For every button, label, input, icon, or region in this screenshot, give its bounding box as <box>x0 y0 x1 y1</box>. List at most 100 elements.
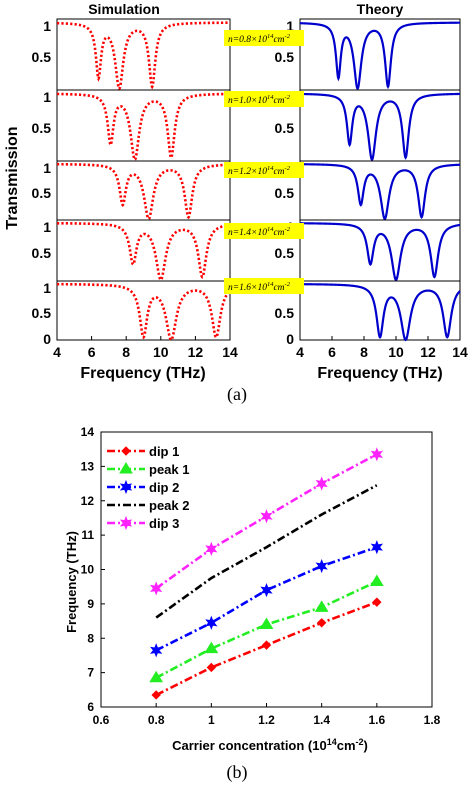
series-marker-dip-3 <box>205 541 218 556</box>
sim-ytick-label: 0.5 <box>32 305 52 321</box>
panel-b: 0.6 0.8 1 1.2 1.4 1.6 1.8 6 7 8 9 10 11 12 13 14 dip 1 pe… <box>81 425 441 727</box>
concentration-label-bg <box>224 91 304 107</box>
series-marker-peak-1 <box>259 617 274 629</box>
plot-b-xtick-label: 1.2 <box>258 713 275 727</box>
legend-label-peak-2: peak 2 <box>149 498 189 513</box>
concentration-label-unit: cm <box>273 96 284 106</box>
sim-spectrum-line <box>57 221 231 282</box>
sim-ytick-label: 1 <box>43 18 51 34</box>
theory-title: Theory <box>357 1 404 17</box>
plot-b-xtick-label: 1 <box>208 713 215 727</box>
series-line-peak-2 <box>155 484 378 619</box>
concentration-label-bg <box>224 162 304 178</box>
plot-b-xtick-label: 1.4 <box>313 713 330 727</box>
legend-marker-dip-2 <box>119 479 133 495</box>
plot-b-ytick-label: 7 <box>87 666 94 680</box>
theory-xtick-label: 12 <box>420 344 436 360</box>
series-marker-peak-1 <box>314 600 329 612</box>
sim-xtick-label: 8 <box>122 344 130 360</box>
series-marker-dip-2 <box>205 615 218 630</box>
plot-b-ytick-label: 9 <box>87 597 94 611</box>
legend-label-dip-2: dip 2 <box>149 480 179 495</box>
sim-ytick-label: 1 <box>43 89 51 105</box>
sim-spectrum-line <box>57 92 230 162</box>
transmission-ylabel: Transmission <box>4 126 21 229</box>
sim-xtick-label: 4 <box>53 344 61 360</box>
series-marker-dip-1 <box>316 618 327 628</box>
plot-b-ytick-label: 11 <box>81 528 94 542</box>
theory-subplot-frame <box>299 89 461 162</box>
theory-xtick-label: 10 <box>388 344 404 360</box>
series-marker-peak-1 <box>149 670 164 683</box>
concentration-label-unit-exp: -2 <box>285 94 291 101</box>
xlabel-sup-1: 14 <box>327 737 337 747</box>
concentration-label: n=1.6×1014cm-2 <box>228 281 291 293</box>
concentration-label-exp: 14 <box>267 226 274 233</box>
series-marker-dip-2 <box>315 558 328 574</box>
concentration-label-bg <box>224 278 304 294</box>
series-marker-dip-2 <box>260 583 273 598</box>
sim-ytick-label: 1 <box>43 219 51 235</box>
concentration-label-unit: cm <box>273 283 284 293</box>
xlabel-part-1: Carrier concentration (10 <box>172 738 327 753</box>
concentration-label-base: n=1.2×10 <box>228 167 267 177</box>
series-marker-peak-1 <box>369 574 384 587</box>
concentration-label-unit-exp: -2 <box>285 226 291 233</box>
theory-spectrum-line <box>300 222 461 282</box>
concentration-label-exp: 14 <box>267 33 274 40</box>
plot-b-xtick-label: 0.6 <box>93 713 110 727</box>
concentration-label-exp: 14 <box>267 94 274 101</box>
theory-ytick-label: 0.5 <box>275 49 295 65</box>
legend-label-dip-3: dip 3 <box>149 516 179 531</box>
theory-xtick-label: 14 <box>452 344 468 360</box>
series-marker-dip-1 <box>151 690 161 700</box>
concentration-label-base: n=1.4×10 <box>228 228 267 238</box>
sim-xtick-label: 14 <box>222 344 238 360</box>
plot-b-ytick-label: 6 <box>87 700 94 714</box>
carrier-xlabel: Carrier concentration (1014cm-2) <box>172 737 368 753</box>
sim-ytick-label: 1 <box>43 280 51 296</box>
series-marker-dip-3 <box>370 447 383 462</box>
plot-b-ytick-label: 8 <box>87 631 94 645</box>
concentration-label: n=1.2×1014cm-2 <box>228 165 291 177</box>
sim-xtick-label: 10 <box>153 344 169 360</box>
theory-ytick-label: 1 <box>286 18 294 34</box>
series-marker-dip-1 <box>206 662 217 673</box>
concentration-label-unit-exp: -2 <box>285 281 291 288</box>
sim-xtick-label: 6 <box>88 344 96 360</box>
concentration-label-unit: cm <box>273 167 284 177</box>
panel-a: 10.510.510.510.510.5046810121410.510.510… <box>32 18 468 360</box>
legend-marker-dip-3 <box>119 515 133 531</box>
series-marker-dip-3 <box>260 509 273 524</box>
plot-b-xtick-label: 1.8 <box>424 713 441 727</box>
sim-subplot-frame <box>56 89 231 162</box>
sim-ytick-label: 0 <box>43 331 51 347</box>
concentration-label-base: n=1.6×10 <box>228 283 267 293</box>
sim-spectrum-line <box>57 162 231 221</box>
series-marker-peak-1 <box>204 641 219 654</box>
concentration-label-exp: 14 <box>267 281 274 288</box>
concentration-label-unit-exp: -2 <box>285 33 291 40</box>
theory-xtick-label: 6 <box>328 344 336 360</box>
xlabel-sup-2: -2 <box>356 737 364 747</box>
concentration-label-base: n=0.8×10 <box>228 35 267 45</box>
plot-b-ytick-label: 14 <box>81 425 95 439</box>
series-marker-dip-3 <box>315 476 328 491</box>
concentration-label-base: n=1.0×10 <box>228 96 267 106</box>
concentration-label: n=0.8×1014cm-2 <box>228 33 291 45</box>
theory-ytick-label: 0 <box>286 331 294 347</box>
theory-spectrum-line <box>300 283 461 342</box>
sim-spectrum-line <box>56 21 230 91</box>
sim-xtick-label: 12 <box>188 344 204 360</box>
xlabel-part-3: ) <box>364 738 368 753</box>
sim-spectrum-line <box>57 282 231 342</box>
concentration-label-bg <box>224 30 304 46</box>
theory-xlabel: Frequency (THz) <box>317 365 442 382</box>
plot-b-ytick-label: 10 <box>81 563 95 577</box>
legend-label-dip-1: dip 1 <box>149 444 179 459</box>
plot-b-xtick-label: 1.6 <box>368 713 385 727</box>
theory-xtick-label: 8 <box>360 344 368 360</box>
plot-b-xtick-label: 0.8 <box>148 713 165 727</box>
caption-a: (a) <box>227 384 247 405</box>
sim-subplot-frame <box>56 280 231 341</box>
